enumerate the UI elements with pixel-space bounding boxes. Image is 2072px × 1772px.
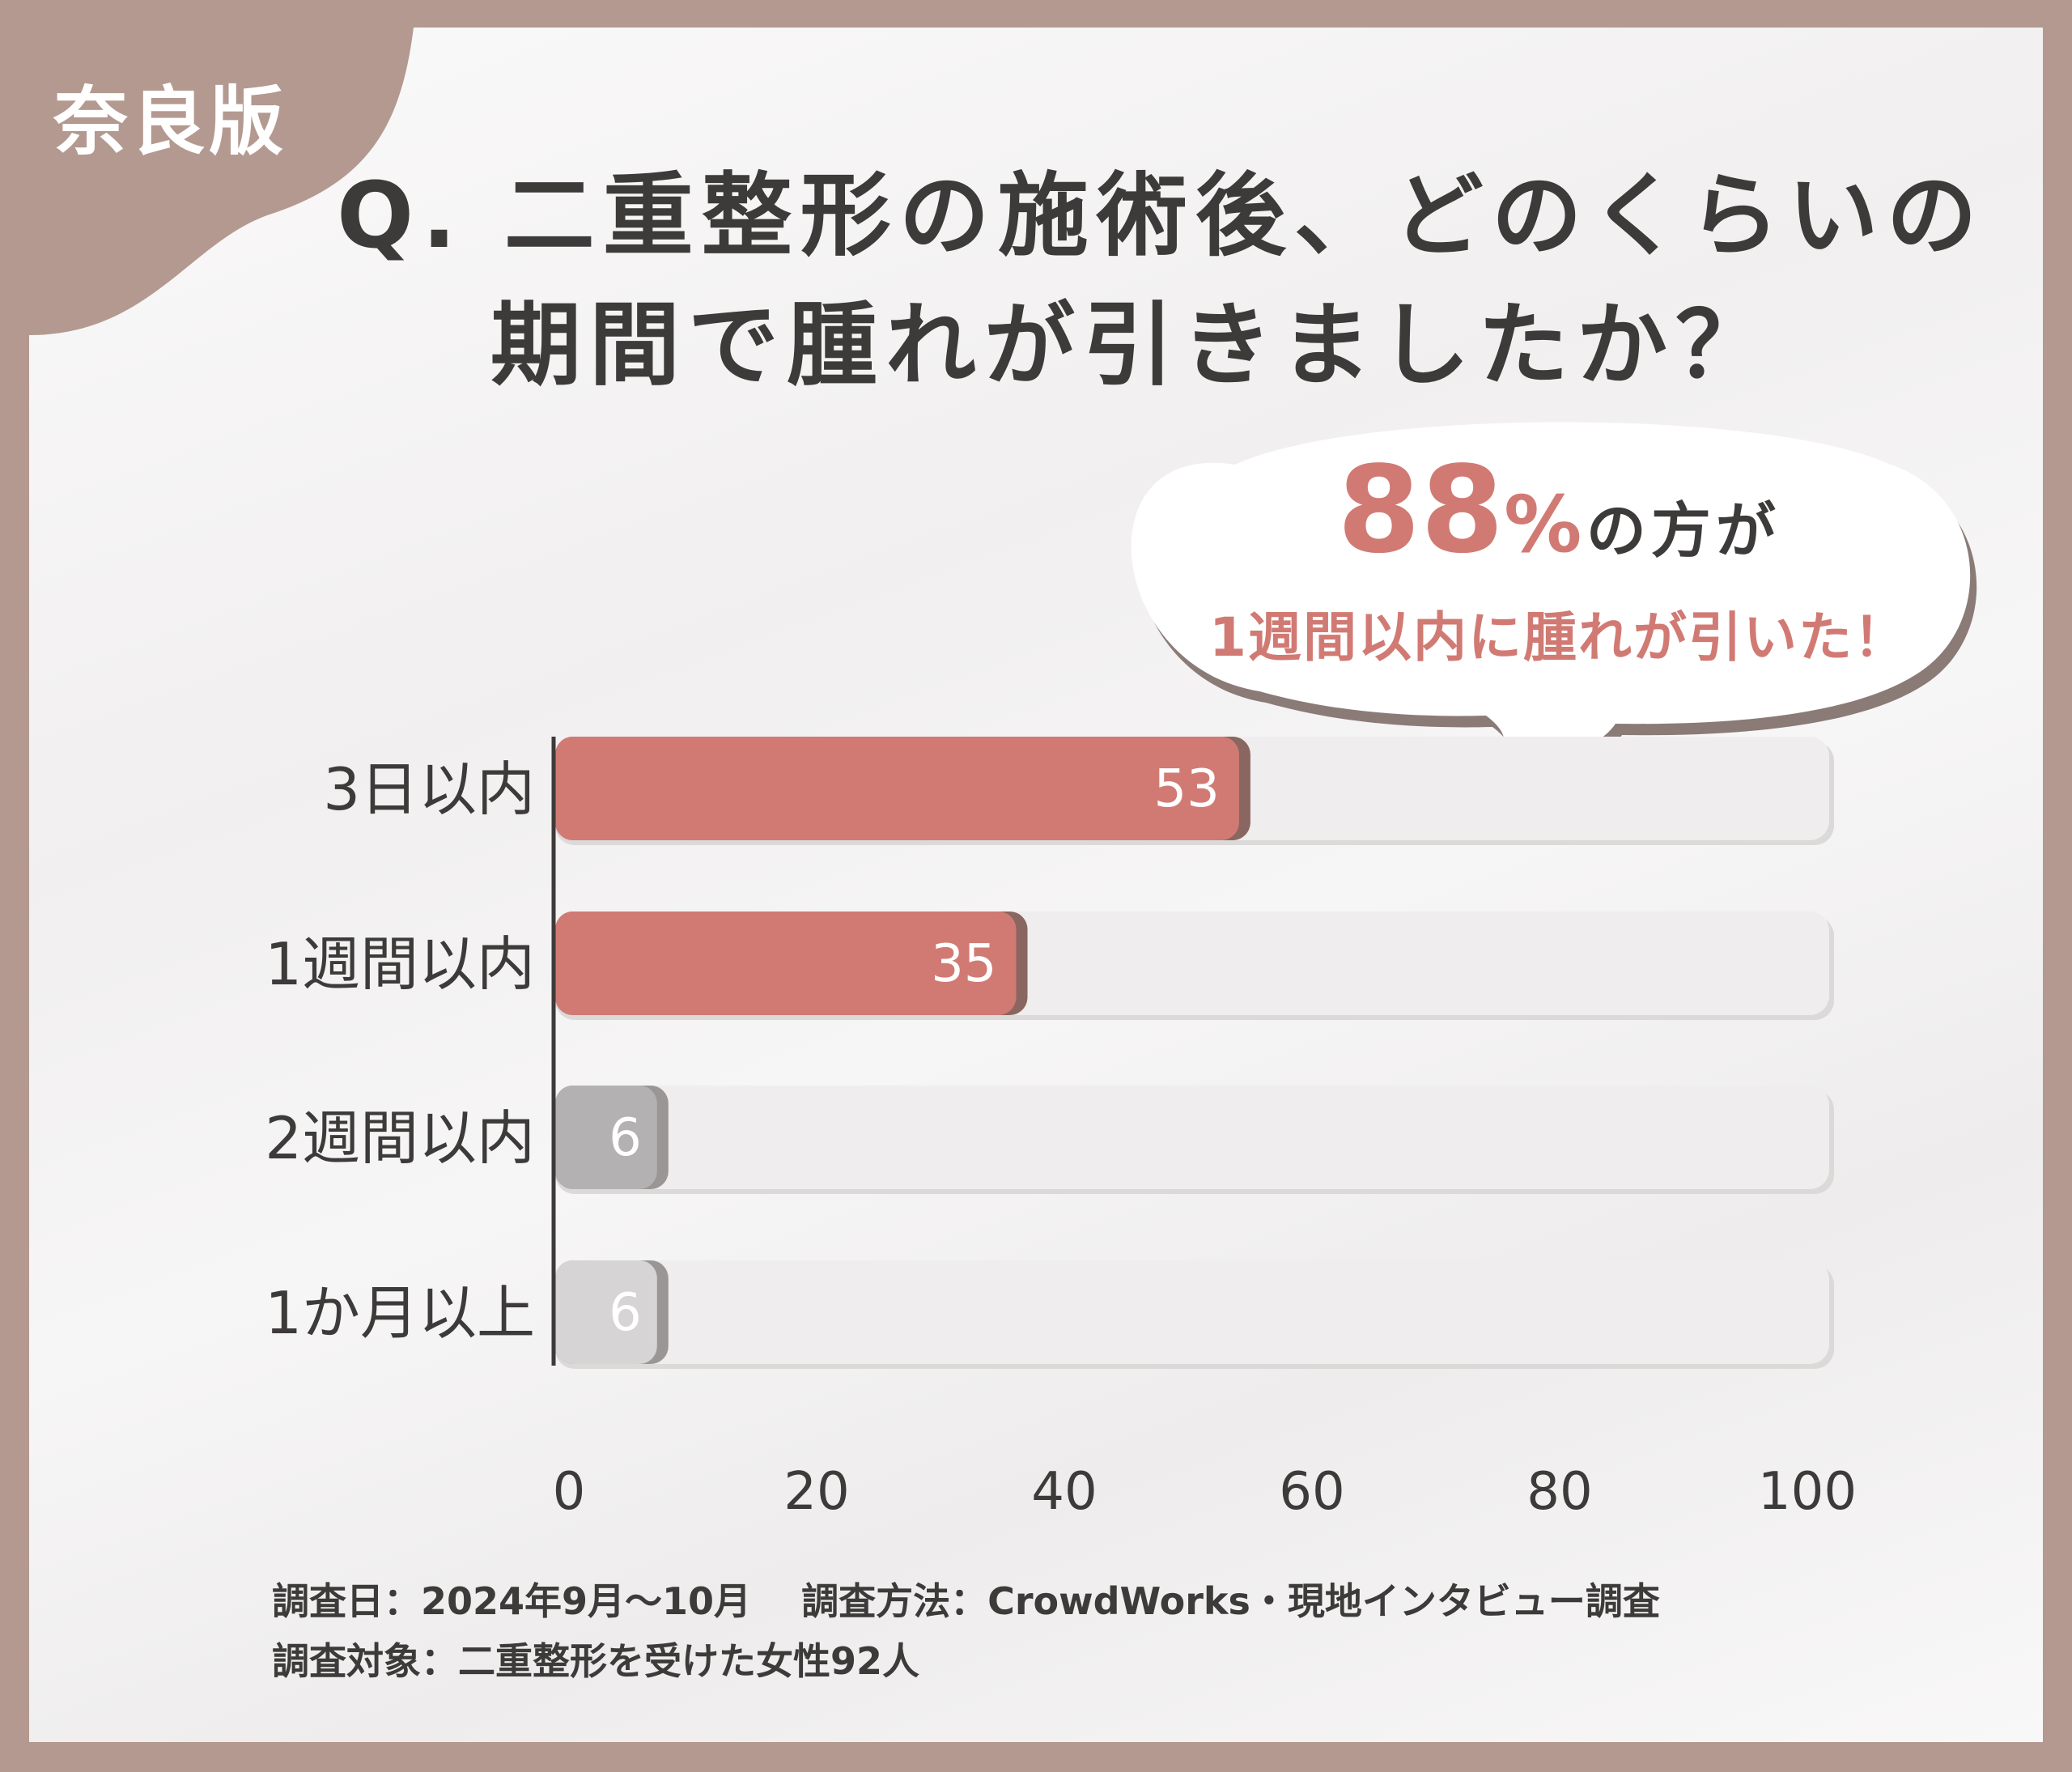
infographic-canvas: 奈良版 Q. 二重整形の施術後、どのくらいの 期間で腫れが引きましたか？ 88%… (29, 28, 2043, 1742)
corner-tab-shape (29, 28, 414, 335)
category-label: 3日以内 (323, 755, 535, 823)
question-title-line-1: Q. 二重整形の施術後、どのくらいの (337, 164, 1985, 269)
x-tick-label: 40 (1031, 1462, 1097, 1522)
question-title-line-2: 期間で腫れが引きましたか？ (490, 293, 1774, 398)
bar-value-label: 6 (609, 1283, 642, 1343)
bar-2 (555, 911, 1017, 1015)
region-tag: 奈良版 (53, 79, 287, 165)
x-tick-label: 0 (553, 1462, 586, 1522)
survey-info-line-1: 調査日：2024年9月〜10月 調査方法：CrowdWorks・現地インタビュー… (272, 1579, 1660, 1623)
bar-value-label: 6 (609, 1108, 642, 1168)
bar-3 (555, 1086, 657, 1189)
callout-percent-sign: % (1504, 479, 1582, 570)
bar-value-label: 53 (1153, 759, 1219, 819)
speech-bubble (1131, 422, 1977, 842)
callout-headline: 88% の方が (1178, 440, 1939, 580)
bar-1 (555, 737, 1239, 840)
bar-4 (555, 1260, 657, 1364)
x-tick-label: 100 (1758, 1462, 1857, 1522)
x-tick-label: 80 (1526, 1462, 1592, 1522)
category-label: 1か月以上 (265, 1279, 535, 1347)
callout-percent-number: 88 (1337, 440, 1505, 580)
bar-track (555, 1086, 1829, 1189)
bar-track (555, 1260, 1829, 1364)
category-label: 2週間以内 (265, 1104, 535, 1172)
callout-subtitle: 1週間以内に腫れが引いた！ (1209, 606, 1909, 669)
survey-info-line-2: 調査対象：二重整形を受けた女性92人 (272, 1639, 920, 1683)
bar-value-label: 35 (931, 934, 996, 994)
x-tick-label: 60 (1279, 1462, 1344, 1522)
x-tick-label: 20 (783, 1462, 849, 1522)
bar-chart: 53 3日以内 35 1週間以内 6 2週間以内 6 1か月以上 0 20 40 60 80 100 (265, 737, 1857, 1522)
category-label: 1週間以内 (265, 930, 535, 998)
callout-suffix: の方が (1586, 496, 1781, 566)
